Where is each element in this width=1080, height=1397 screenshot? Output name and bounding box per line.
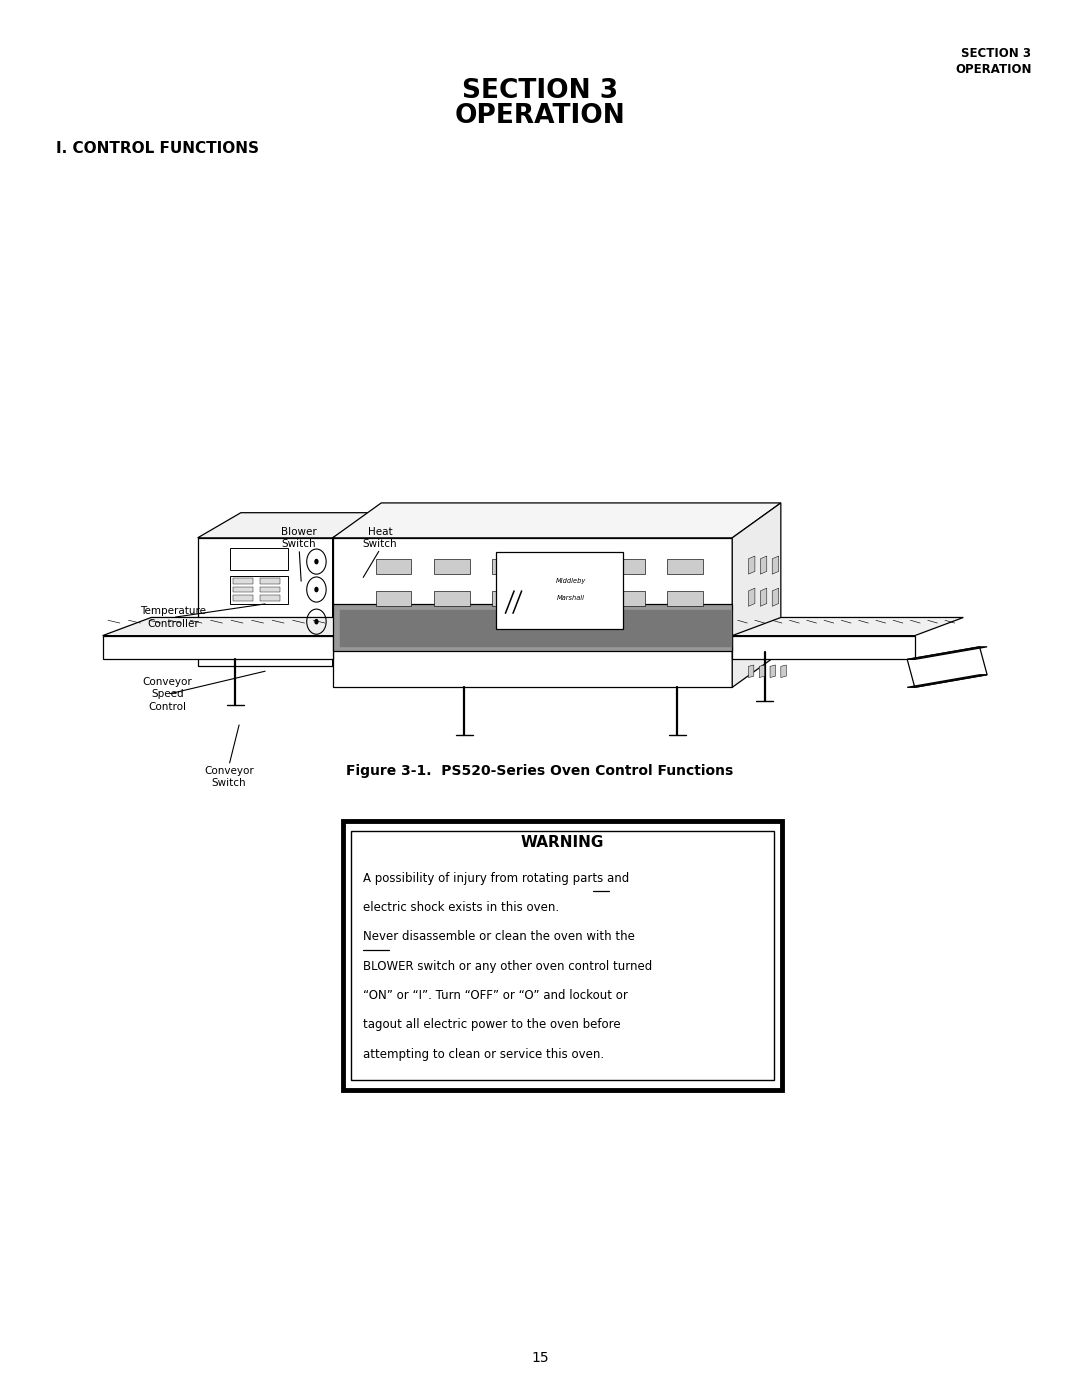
Text: Heat
Switch: Heat Switch	[363, 527, 397, 549]
Text: Figure 3-1.  PS520-Series Oven Control Functions: Figure 3-1. PS520-Series Oven Control Fu…	[347, 764, 733, 778]
Bar	[260, 587, 280, 592]
Polygon shape	[748, 588, 755, 606]
Polygon shape	[376, 591, 411, 606]
Bar	[233, 595, 253, 601]
FancyBboxPatch shape	[351, 831, 774, 1080]
Bar	[260, 595, 280, 601]
Text: BLOWER switch or any other oven control turned: BLOWER switch or any other oven control …	[363, 960, 652, 972]
Polygon shape	[492, 591, 528, 606]
Text: Conveyor
Speed
Control: Conveyor Speed Control	[143, 678, 192, 711]
Polygon shape	[770, 665, 775, 678]
Text: 15: 15	[531, 1351, 549, 1365]
Text: electric shock exists in this oven.: electric shock exists in this oven.	[363, 901, 559, 914]
Polygon shape	[551, 591, 586, 606]
Circle shape	[314, 619, 319, 624]
Text: SECTION 3: SECTION 3	[462, 78, 618, 105]
Polygon shape	[376, 559, 411, 574]
Polygon shape	[333, 503, 781, 538]
Polygon shape	[434, 559, 470, 574]
Polygon shape	[759, 665, 765, 678]
Polygon shape	[907, 647, 987, 659]
Text: Middleby: Middleby	[556, 578, 586, 584]
Text: Temperature
Controller: Temperature Controller	[139, 606, 206, 629]
Polygon shape	[760, 556, 767, 574]
Polygon shape	[333, 513, 376, 666]
Polygon shape	[609, 559, 645, 574]
FancyBboxPatch shape	[343, 821, 782, 1090]
Bar	[230, 576, 288, 604]
Polygon shape	[667, 591, 703, 606]
Polygon shape	[609, 591, 645, 606]
Polygon shape	[907, 675, 987, 687]
Polygon shape	[732, 617, 963, 636]
FancyBboxPatch shape	[496, 552, 623, 629]
Polygon shape	[103, 636, 333, 659]
Polygon shape	[103, 617, 381, 636]
Bar	[260, 578, 280, 584]
Polygon shape	[667, 559, 703, 574]
Text: Never disassemble or clean the oven with the: Never disassemble or clean the oven with…	[363, 930, 635, 943]
Polygon shape	[492, 559, 528, 574]
Text: “ON” or “I”. Turn “OFF” or “O” and lockout or: “ON” or “I”. Turn “OFF” or “O” and locko…	[363, 989, 627, 1002]
Polygon shape	[772, 588, 779, 606]
Polygon shape	[781, 665, 786, 678]
Text: Marshall: Marshall	[557, 595, 585, 601]
Polygon shape	[748, 665, 754, 678]
Text: WARNING: WARNING	[521, 835, 605, 851]
Polygon shape	[732, 503, 781, 687]
Polygon shape	[732, 636, 915, 659]
Polygon shape	[551, 559, 586, 574]
Text: I. CONTROL FUNCTIONS: I. CONTROL FUNCTIONS	[56, 141, 259, 156]
Circle shape	[314, 559, 319, 564]
Text: SECTION 3: SECTION 3	[961, 47, 1031, 60]
Text: A possibility of injury from rotating parts and: A possibility of injury from rotating pa…	[363, 872, 630, 884]
Text: OPERATION: OPERATION	[955, 63, 1031, 75]
Polygon shape	[760, 588, 767, 606]
Polygon shape	[434, 591, 470, 606]
Polygon shape	[333, 604, 732, 651]
Bar	[233, 578, 253, 584]
Polygon shape	[907, 647, 987, 687]
Polygon shape	[772, 556, 779, 574]
Text: attempting to clean or service this oven.: attempting to clean or service this oven…	[363, 1048, 604, 1060]
Bar	[233, 587, 253, 592]
Polygon shape	[198, 513, 376, 538]
Circle shape	[314, 587, 319, 592]
Polygon shape	[333, 538, 732, 687]
Text: OPERATION: OPERATION	[455, 103, 625, 130]
Text: Blower
Switch: Blower Switch	[281, 527, 318, 549]
Bar	[230, 548, 288, 570]
Text: Conveyor
Switch: Conveyor Switch	[204, 766, 254, 788]
Polygon shape	[198, 538, 333, 666]
Text: tagout all electric power to the oven before: tagout all electric power to the oven be…	[363, 1018, 621, 1031]
Polygon shape	[748, 556, 755, 574]
Polygon shape	[340, 610, 732, 647]
